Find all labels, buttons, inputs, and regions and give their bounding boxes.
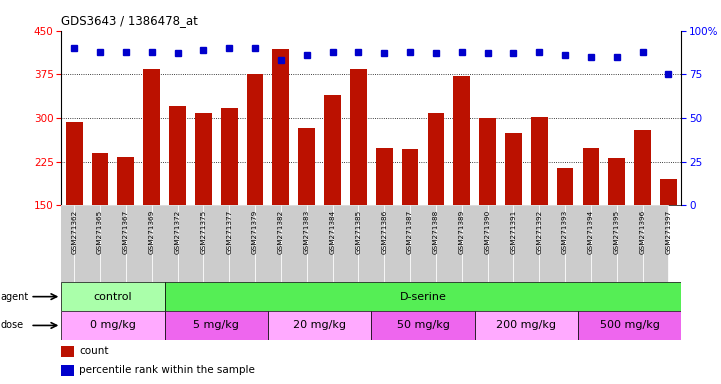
Bar bbox=[474, 311, 578, 340]
Text: GSM271384: GSM271384 bbox=[329, 209, 335, 253]
Bar bbox=[48, 205, 74, 282]
Bar bbox=[660, 179, 677, 205]
Bar bbox=[221, 108, 238, 205]
Text: GSM271369: GSM271369 bbox=[149, 209, 155, 253]
Bar bbox=[164, 282, 681, 311]
Bar bbox=[126, 205, 151, 282]
Bar bbox=[118, 157, 134, 205]
Text: GDS3643 / 1386478_at: GDS3643 / 1386478_at bbox=[61, 14, 198, 27]
Bar bbox=[281, 205, 306, 282]
Bar bbox=[273, 50, 289, 205]
Text: GSM271392: GSM271392 bbox=[536, 209, 542, 253]
Text: count: count bbox=[79, 346, 109, 356]
Text: 200 mg/kg: 200 mg/kg bbox=[496, 320, 557, 331]
Text: GSM271383: GSM271383 bbox=[304, 209, 310, 253]
Bar bbox=[332, 205, 358, 282]
Bar bbox=[609, 158, 625, 205]
Bar bbox=[505, 132, 522, 205]
Bar bbox=[229, 205, 255, 282]
Bar bbox=[454, 76, 470, 205]
Bar bbox=[324, 95, 341, 205]
Bar bbox=[479, 118, 496, 205]
Bar bbox=[195, 113, 212, 205]
Bar bbox=[358, 205, 384, 282]
Text: GSM271396: GSM271396 bbox=[640, 209, 645, 253]
Text: GSM271393: GSM271393 bbox=[562, 209, 568, 253]
Text: GSM271377: GSM271377 bbox=[226, 209, 232, 253]
Text: 20 mg/kg: 20 mg/kg bbox=[293, 320, 346, 331]
Text: GSM271395: GSM271395 bbox=[614, 209, 620, 253]
Bar bbox=[151, 205, 177, 282]
Bar bbox=[578, 311, 681, 340]
Bar bbox=[539, 205, 565, 282]
Text: GSM271367: GSM271367 bbox=[123, 209, 129, 253]
Bar bbox=[66, 122, 83, 205]
Text: dose: dose bbox=[1, 320, 24, 331]
Text: GSM271389: GSM271389 bbox=[459, 209, 465, 253]
Text: agent: agent bbox=[1, 291, 29, 302]
Bar bbox=[402, 149, 418, 205]
Bar bbox=[61, 365, 74, 376]
Bar bbox=[461, 205, 487, 282]
Bar bbox=[384, 205, 410, 282]
Bar bbox=[255, 205, 281, 282]
Bar bbox=[143, 69, 160, 205]
Bar bbox=[376, 148, 393, 205]
Bar bbox=[61, 346, 74, 357]
Text: GSM271390: GSM271390 bbox=[485, 209, 490, 253]
Bar bbox=[410, 205, 436, 282]
Text: GSM271372: GSM271372 bbox=[174, 209, 180, 253]
Bar bbox=[487, 205, 513, 282]
Bar bbox=[428, 113, 444, 205]
Text: 50 mg/kg: 50 mg/kg bbox=[397, 320, 449, 331]
Text: GSM271382: GSM271382 bbox=[278, 209, 284, 253]
Bar bbox=[616, 205, 642, 282]
Bar bbox=[247, 74, 263, 205]
Bar bbox=[513, 205, 539, 282]
Text: D-serine: D-serine bbox=[399, 291, 446, 302]
Text: GSM271365: GSM271365 bbox=[97, 209, 103, 253]
Bar bbox=[371, 311, 474, 340]
Bar bbox=[634, 130, 651, 205]
Bar bbox=[177, 205, 203, 282]
Text: GSM271386: GSM271386 bbox=[381, 209, 387, 253]
Bar bbox=[350, 69, 367, 205]
Bar bbox=[268, 311, 371, 340]
Bar bbox=[203, 205, 229, 282]
Text: GSM271387: GSM271387 bbox=[407, 209, 413, 253]
Bar bbox=[61, 311, 164, 340]
Text: 0 mg/kg: 0 mg/kg bbox=[90, 320, 136, 331]
Bar bbox=[557, 167, 573, 205]
Bar bbox=[565, 205, 591, 282]
Bar bbox=[92, 153, 108, 205]
Text: GSM271385: GSM271385 bbox=[355, 209, 361, 253]
Bar bbox=[531, 117, 548, 205]
Bar bbox=[100, 205, 126, 282]
Text: percentile rank within the sample: percentile rank within the sample bbox=[79, 365, 255, 375]
Bar bbox=[74, 205, 100, 282]
Bar bbox=[298, 128, 315, 205]
Text: GSM271379: GSM271379 bbox=[252, 209, 258, 253]
Text: GSM271397: GSM271397 bbox=[665, 209, 671, 253]
Text: GSM271388: GSM271388 bbox=[433, 209, 439, 253]
Text: GSM271375: GSM271375 bbox=[200, 209, 206, 253]
Text: 5 mg/kg: 5 mg/kg bbox=[193, 320, 239, 331]
Text: GSM271394: GSM271394 bbox=[588, 209, 594, 253]
Bar bbox=[164, 311, 268, 340]
Text: control: control bbox=[94, 291, 132, 302]
Bar bbox=[583, 148, 599, 205]
Text: GSM271362: GSM271362 bbox=[71, 209, 77, 253]
Bar bbox=[169, 106, 186, 205]
Bar bbox=[306, 205, 332, 282]
Bar bbox=[436, 205, 461, 282]
Text: GSM271391: GSM271391 bbox=[510, 209, 516, 253]
Text: 500 mg/kg: 500 mg/kg bbox=[600, 320, 660, 331]
Bar bbox=[591, 205, 616, 282]
Bar bbox=[61, 282, 164, 311]
Bar bbox=[642, 205, 668, 282]
